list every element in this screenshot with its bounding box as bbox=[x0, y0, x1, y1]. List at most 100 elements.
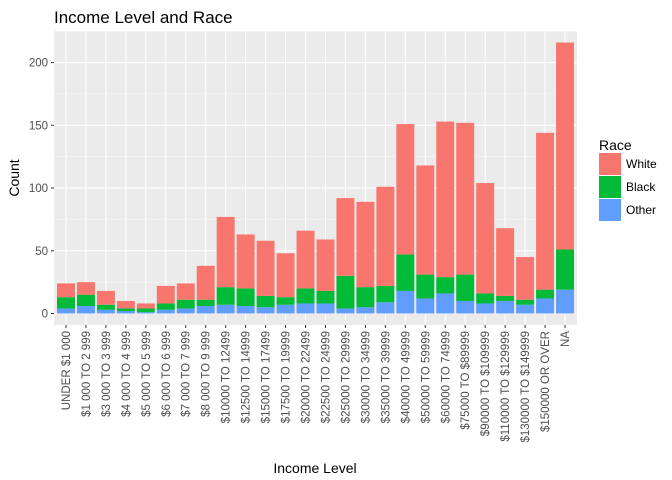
x-tick-label: $60000 TO 74999 bbox=[440, 331, 452, 423]
x-tick-label: NA bbox=[560, 331, 572, 347]
bar-black bbox=[496, 295, 515, 301]
legend-label-white: White bbox=[626, 157, 657, 171]
bar-other bbox=[436, 293, 455, 314]
x-tick-label: $110000 TO $129999 bbox=[500, 331, 512, 442]
bar-other bbox=[196, 305, 215, 314]
bar-black bbox=[156, 303, 175, 310]
bar-white bbox=[136, 303, 155, 309]
bar-white bbox=[156, 285, 175, 304]
bar-black bbox=[536, 289, 555, 299]
bar-other bbox=[76, 305, 95, 314]
bar-other bbox=[556, 289, 575, 314]
bar-white bbox=[396, 124, 415, 255]
x-tick-label: $22500 TO 24999 bbox=[320, 331, 332, 423]
bar-other bbox=[136, 312, 155, 314]
y-axis: 0 50 100 150 200 bbox=[29, 58, 54, 321]
bar-white bbox=[96, 290, 115, 305]
x-tick-label: $130000 TO $149999 bbox=[520, 331, 532, 443]
chart-title: Income Level and Race bbox=[54, 8, 233, 27]
bar-white bbox=[496, 228, 515, 296]
bar-black bbox=[196, 299, 215, 306]
bar-black bbox=[296, 288, 315, 304]
bar-white bbox=[296, 230, 315, 289]
x-tick-label: $8 000 TO 9 999 bbox=[201, 331, 213, 417]
bar-other bbox=[156, 309, 175, 314]
x-tick-label: $75000 TO $89999 bbox=[460, 331, 472, 430]
x-tick-label: $15000 TO 17499 bbox=[261, 331, 273, 423]
bar-white bbox=[416, 165, 435, 275]
bar-black bbox=[356, 287, 375, 308]
bar-white bbox=[256, 240, 275, 296]
bar-white bbox=[536, 132, 555, 290]
bar-black bbox=[516, 299, 535, 305]
legend-label-black: Black bbox=[626, 180, 656, 194]
bar-white bbox=[176, 283, 195, 300]
x-axis: UNDER $1 000 $1 000 TO 2 999 $3 000 TO 3 9… bbox=[61, 325, 572, 443]
bar-white bbox=[196, 265, 215, 300]
x-tick-label: UNDER $1 000 bbox=[61, 331, 73, 410]
bar-black bbox=[136, 308, 155, 313]
bar-black bbox=[336, 275, 355, 309]
legend-key-white bbox=[599, 153, 621, 175]
bar-white bbox=[276, 253, 295, 298]
x-tick-label: $6 000 TO 6 999 bbox=[161, 331, 173, 417]
x-tick-label: $1 000 TO 2 999 bbox=[81, 331, 93, 417]
bar-white bbox=[556, 42, 575, 250]
bar-other bbox=[516, 304, 535, 314]
bar-other bbox=[356, 307, 375, 314]
bar-black bbox=[476, 293, 495, 304]
legend-key-black bbox=[599, 176, 621, 198]
bar-other bbox=[56, 308, 75, 314]
x-tick-label: $7 000 TO 7 999 bbox=[181, 331, 193, 417]
bar-other bbox=[276, 304, 295, 314]
bar-white bbox=[476, 183, 495, 294]
x-tick-label: $150000 OR OVER bbox=[540, 331, 552, 432]
bar-other bbox=[536, 298, 555, 314]
bar-other bbox=[116, 310, 135, 314]
y-tick-label: 200 bbox=[29, 58, 48, 70]
bar-black bbox=[256, 295, 275, 308]
legend-title: Race bbox=[599, 137, 632, 153]
x-tick-label: $90000 TO $109999 bbox=[480, 331, 492, 436]
bar-black bbox=[176, 299, 195, 309]
bar-other bbox=[396, 290, 415, 314]
bar-black bbox=[216, 287, 235, 305]
legend-label-other: Other bbox=[626, 203, 656, 217]
bar-black bbox=[556, 249, 575, 290]
bar-black bbox=[436, 277, 455, 294]
bar-white bbox=[236, 234, 255, 289]
bar-other bbox=[236, 305, 255, 314]
bar-black bbox=[416, 274, 435, 299]
x-tick-label: $17500 TO 19999 bbox=[281, 331, 293, 423]
bar-black bbox=[56, 297, 75, 309]
bar-white bbox=[216, 216, 235, 288]
bar-other bbox=[416, 298, 435, 314]
bar-white bbox=[516, 257, 535, 300]
bar-black bbox=[116, 308, 135, 311]
x-tick-label: $12500 TO 14999 bbox=[241, 331, 253, 423]
bar-other bbox=[376, 302, 395, 314]
bar-other bbox=[96, 309, 115, 314]
x-tick-label: $4 000 TO 4 999 bbox=[121, 331, 133, 417]
bar-white bbox=[76, 282, 95, 295]
bar-black bbox=[236, 288, 255, 306]
legend-key-other bbox=[599, 199, 621, 221]
bar-other bbox=[316, 303, 335, 314]
bar-white bbox=[316, 239, 335, 291]
bar-white bbox=[456, 122, 475, 275]
x-tick-label: $50000 TO 59999 bbox=[420, 331, 432, 423]
y-axis-title: Count bbox=[6, 159, 22, 196]
x-tick-label: $20000 TO 22499 bbox=[301, 331, 313, 423]
bar-white bbox=[356, 201, 375, 288]
bar-other bbox=[296, 303, 315, 314]
bar-white bbox=[116, 300, 135, 309]
legend: Race White Black Other bbox=[599, 137, 657, 221]
x-tick-label: $25000 TO 29999 bbox=[340, 331, 352, 423]
bar-other bbox=[496, 300, 515, 314]
bar-other bbox=[336, 308, 355, 314]
bar-other bbox=[456, 300, 475, 314]
bar-other bbox=[216, 304, 235, 314]
x-tick-label: $10000 TO 12499 bbox=[221, 331, 233, 423]
bar-black bbox=[96, 304, 115, 310]
